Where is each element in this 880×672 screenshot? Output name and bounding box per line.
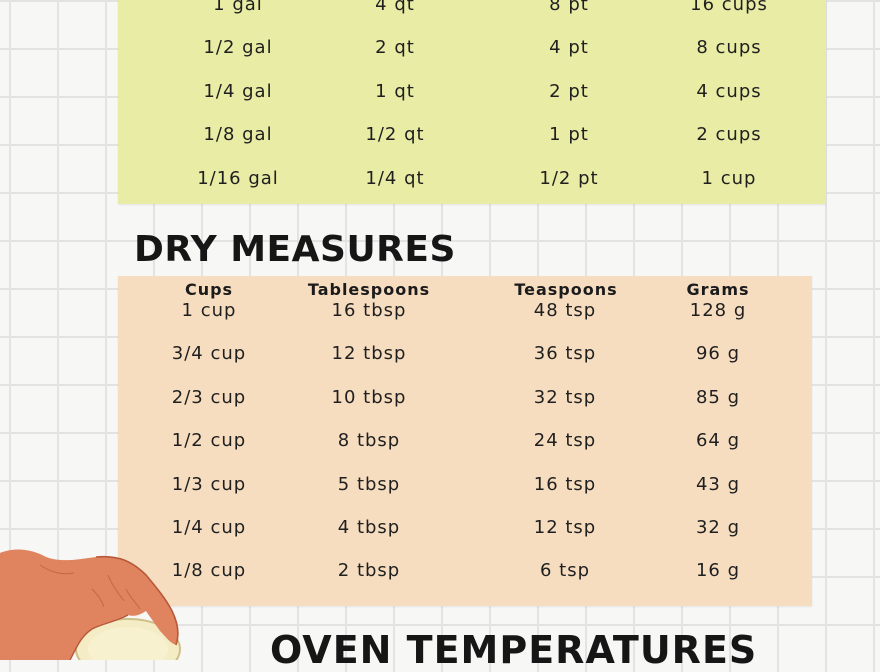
table-cell: 2 pt xyxy=(549,80,589,102)
table-cell: 1 cup xyxy=(181,300,237,321)
table-cell: 16 g xyxy=(695,560,741,582)
table-cell: 36 tsp xyxy=(533,343,597,365)
table-cell: 1 cup xyxy=(701,167,757,189)
hand-icon xyxy=(0,549,179,660)
table-cell: 32 g xyxy=(695,517,741,538)
hand-holding-cup-illustration xyxy=(0,549,181,660)
table-cell: 2 qt xyxy=(375,37,415,59)
table-cell: 4 cups xyxy=(696,80,762,102)
table-cell: 32 tsp xyxy=(533,386,597,408)
column-header: Grams xyxy=(686,280,750,299)
table-cell: 12 tsp xyxy=(533,517,597,538)
table-cell: 64 g xyxy=(695,430,741,452)
table-cell: 10 tbsp xyxy=(331,386,407,408)
table-cell: 24 tsp xyxy=(533,430,597,452)
table-cell: 3/4 cup xyxy=(171,343,247,365)
table-cell: 16 tsp xyxy=(533,473,597,495)
table-cell: 1/16 gal xyxy=(197,167,279,189)
table-cell: 1/2 pt xyxy=(539,167,599,189)
table-cell: 1/2 cup xyxy=(171,430,247,452)
table-cell: 1/4 qt xyxy=(365,167,425,189)
table-cell: 8 tbsp xyxy=(337,430,401,452)
table-cell: 4 tbsp xyxy=(337,517,401,538)
column-header: Teaspoons xyxy=(514,280,618,299)
table-cell: 1/8 cup xyxy=(171,560,247,582)
table-cell: 1/2 gal xyxy=(203,37,273,59)
oven-temperatures-title: OVEN TEMPERATURES xyxy=(270,628,758,672)
table-cell: 4 pt xyxy=(549,37,589,59)
table-cell: 8 cups xyxy=(696,37,762,59)
table-cell: 1 pt xyxy=(549,124,589,146)
column-header: Tablespoons xyxy=(307,280,431,299)
table-cell: 16 tbsp xyxy=(331,300,407,321)
dry-measures-panel: Cups Tablespoons Teaspoons Grams 1 cup 16 tb… xyxy=(118,276,812,606)
table-cell: 1/8 gal xyxy=(203,124,273,146)
table-cell: 8 pt xyxy=(549,0,589,15)
table-cell: 12 tbsp xyxy=(331,343,407,365)
table-cell: 128 g xyxy=(689,300,747,321)
table-cell: 1/3 cup xyxy=(171,473,247,495)
column-header: Cups xyxy=(184,280,234,299)
table-cell: 4 qt xyxy=(375,0,415,15)
table-cell: 5 tbsp xyxy=(337,473,401,495)
table-cell: 1/4 cup xyxy=(171,517,247,538)
table-cell: 16 cups xyxy=(690,0,768,15)
table-cell: 2 cups xyxy=(696,124,762,146)
table-cell: 6 tsp xyxy=(539,560,591,582)
table-cell: 48 tsp xyxy=(533,300,597,321)
table-cell: 96 g xyxy=(695,343,741,365)
table-cell: 2 tbsp xyxy=(337,560,401,582)
dry-measures-title: DRY MEASURES xyxy=(134,229,456,270)
table-cell: 2/3 cup xyxy=(171,386,247,408)
table-cell: 85 g xyxy=(695,386,741,408)
table-cell: 1 gal xyxy=(213,0,263,15)
cup-icon xyxy=(75,618,181,660)
table-cell: 1/4 gal xyxy=(203,80,273,102)
table-cell: 1 qt xyxy=(375,80,415,102)
table-cell: 1/2 qt xyxy=(365,124,425,146)
liquid-measures-panel: 1 gal 4 qt 8 pt 16 cups 1/2 gal 2 qt 4 pt 8 cup… xyxy=(118,0,826,204)
table-cell: 43 g xyxy=(695,473,741,495)
